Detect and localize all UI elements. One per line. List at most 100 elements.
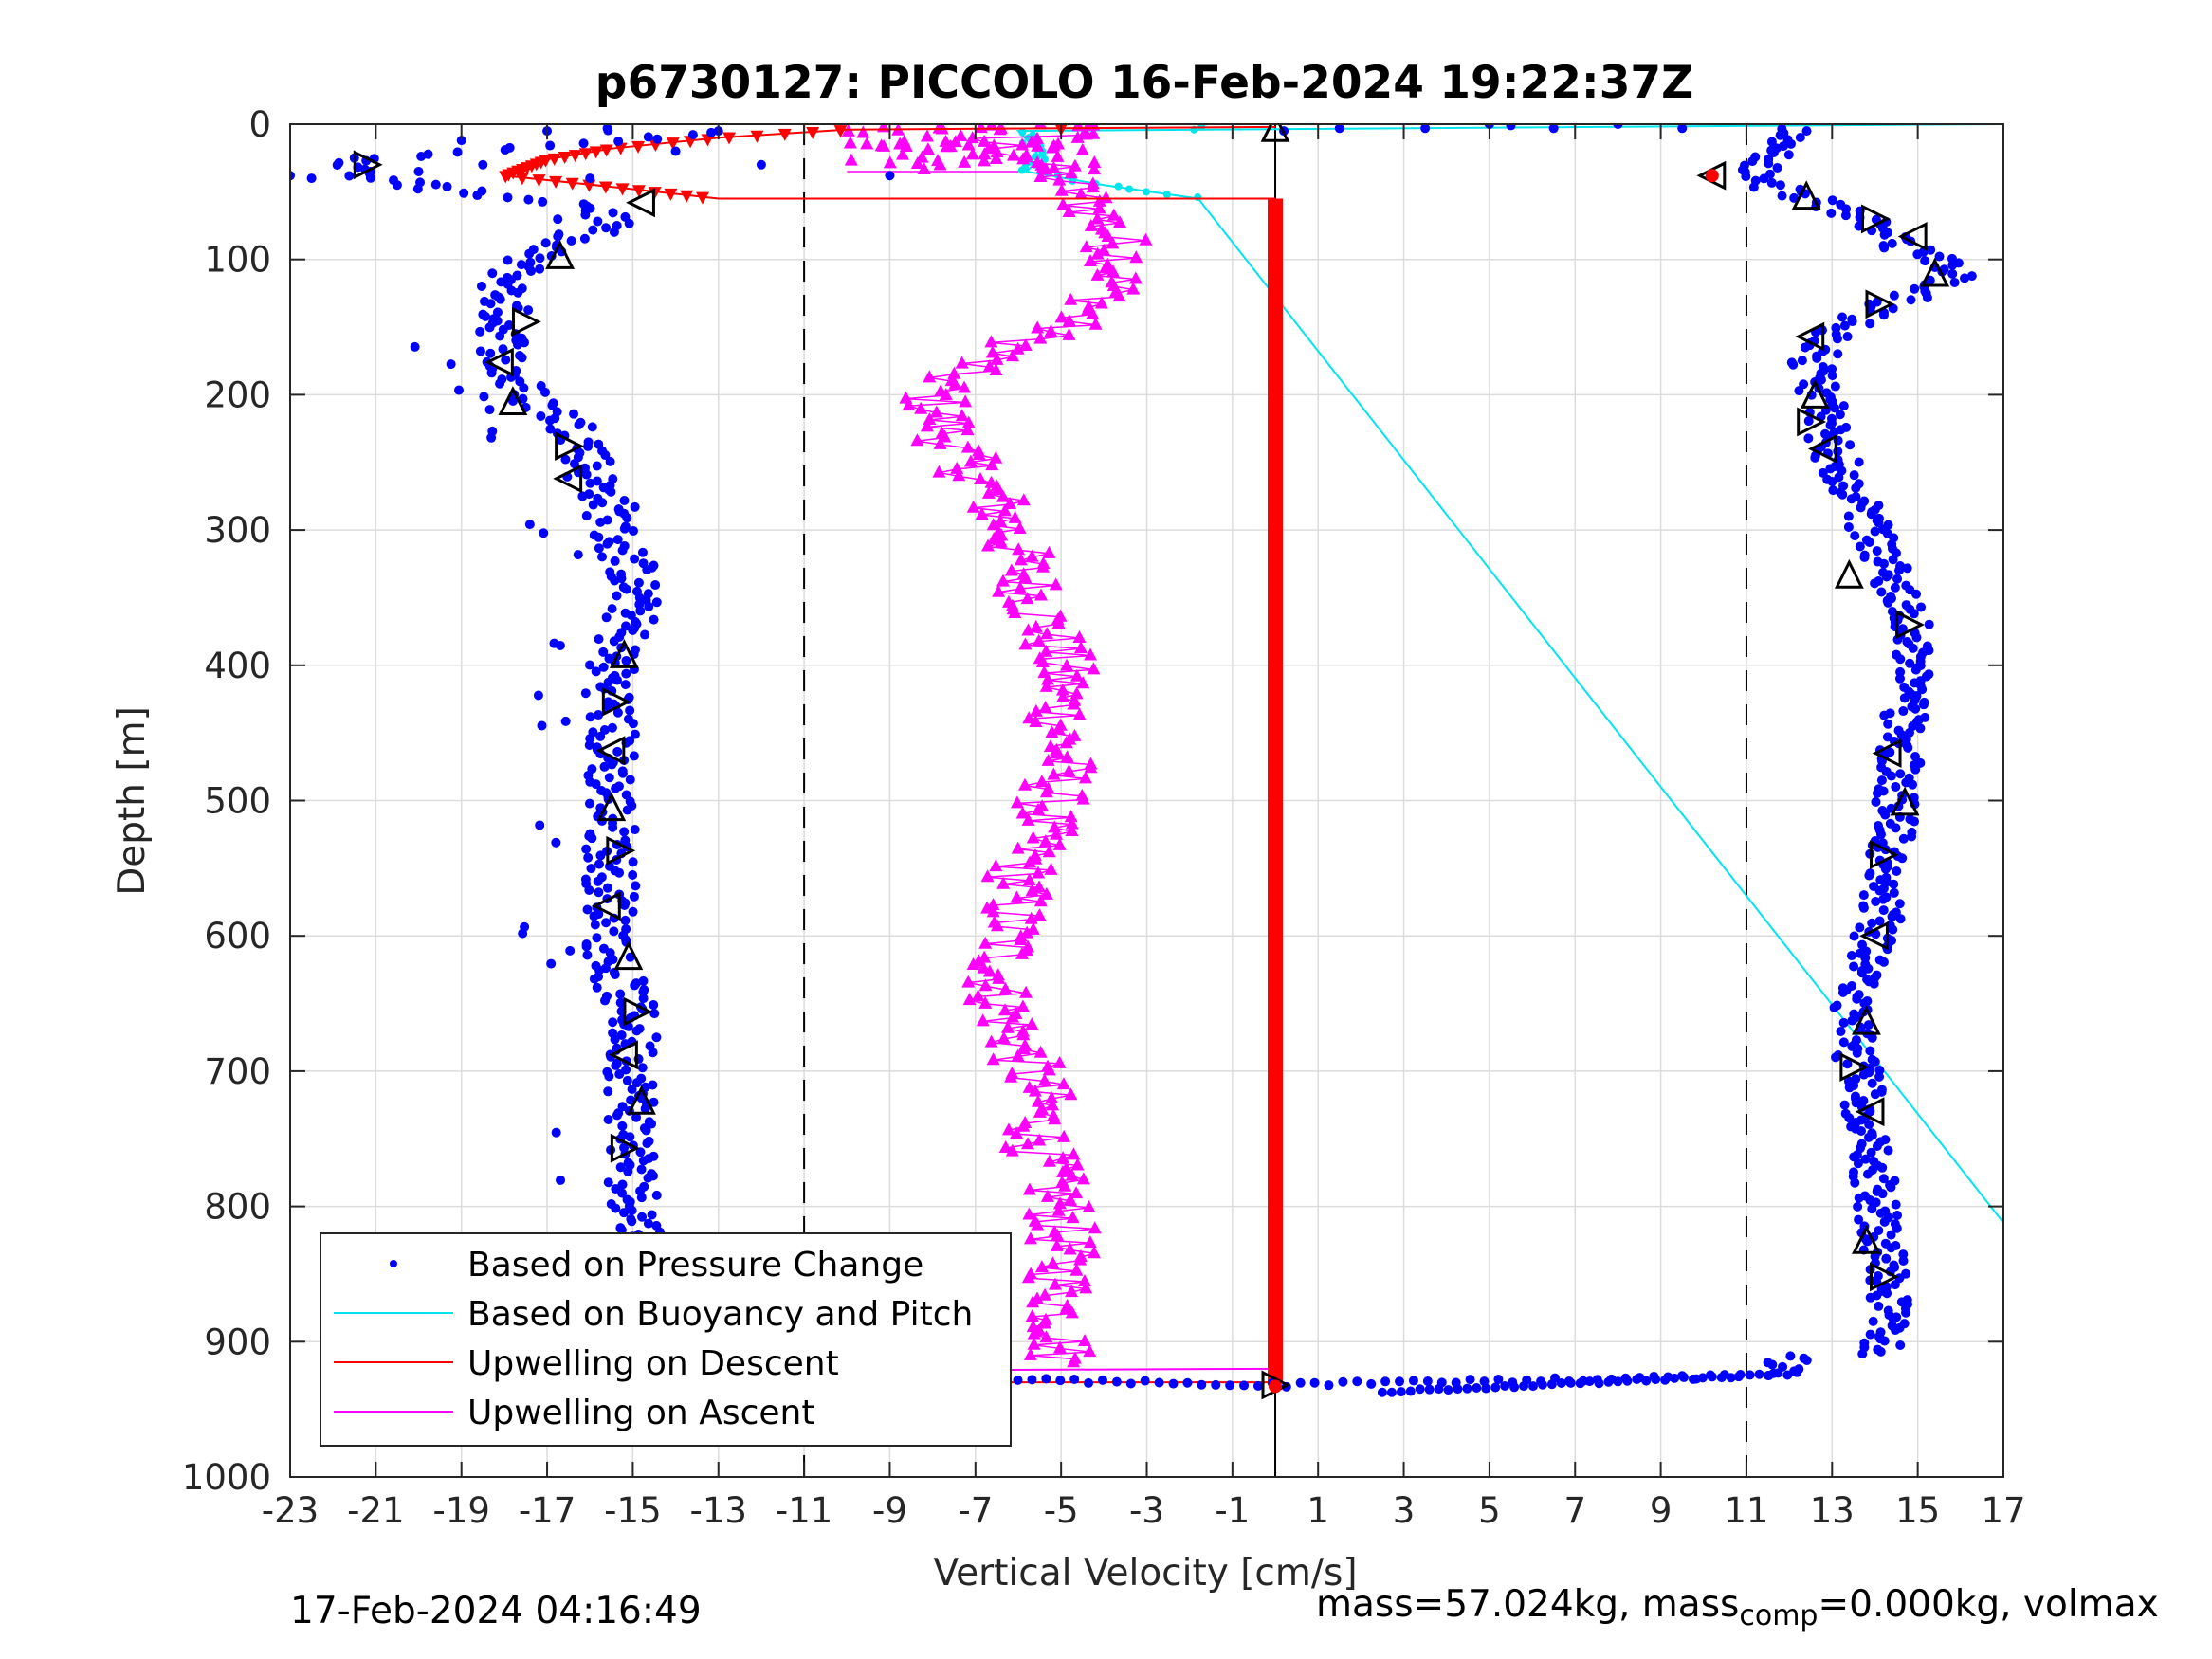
pressure-change-point: [1926, 245, 1936, 255]
pressure-change-point: [1678, 1372, 1689, 1382]
upwelling-ascent-marker: [1090, 211, 1105, 225]
pressure-change-point: [344, 171, 355, 181]
pressure-change-point: [1850, 1091, 1860, 1102]
upwelling-ascent-segment: [1038, 637, 1080, 643]
pressure-change-point: [580, 688, 591, 699]
triangle-marker: [1890, 786, 1920, 816]
pressure-change-point: [1872, 546, 1882, 556]
upwelling-ascent-marker: [992, 971, 1006, 984]
pressure-change-point: [535, 253, 545, 264]
upwelling-ascent-segment: [1025, 1119, 1055, 1124]
pressure-change-point: [1565, 1377, 1576, 1388]
pressure-change-point: [545, 424, 556, 434]
upwelling-ascent-marker: [990, 352, 1004, 365]
upwelling-ascent-marker: [962, 993, 977, 1006]
upwelling-ascent-marker: [1101, 229, 1115, 243]
pressure-change-point: [1493, 1375, 1504, 1385]
pressure-change-point: [631, 1112, 642, 1122]
pressure-change-point: [1472, 1383, 1482, 1394]
pressure-change-point: [1795, 132, 1805, 142]
upwelling-ascent-segment: [1047, 633, 1080, 639]
upwelling-ascent-marker: [1042, 1154, 1056, 1167]
pressure-change-point: [476, 281, 486, 291]
upwelling-ascent-segment: [1028, 1277, 1086, 1283]
upwelling-ascent-marker: [1065, 1305, 1079, 1319]
pressure-change-point: [631, 1026, 642, 1036]
pressure-change-point: [1772, 162, 1782, 173]
upwelling-ascent-marker: [978, 978, 993, 992]
pressure-change-point: [1922, 641, 1932, 651]
upwelling-ascent-marker: [1024, 911, 1038, 924]
pressure-change-point: [1836, 1026, 1846, 1036]
upwelling-descent-marker: [777, 128, 792, 141]
pressure-change-point: [615, 989, 626, 999]
pressure-change-point: [595, 850, 606, 861]
pressure-change-point: [594, 710, 604, 720]
upwelling-descent-marker: [558, 151, 572, 164]
x-tick-label: 3: [1393, 1490, 1416, 1531]
pressure-change-point: [612, 707, 623, 718]
upwelling-ascent-segment: [993, 1055, 1018, 1061]
pressure-change-point: [456, 136, 466, 146]
upwelling-ascent-marker: [1064, 292, 1078, 305]
upwelling-ascent-marker: [1004, 1069, 1018, 1083]
upwelling-ascent-marker: [989, 859, 1003, 872]
upwelling-ascent-marker: [1050, 827, 1064, 840]
upwelling-ascent-segment: [972, 134, 1087, 139]
upwelling-ascent-marker: [1031, 138, 1045, 152]
upwelling-ascent-marker: [1033, 1045, 1048, 1058]
pressure-change-point: [1859, 496, 1870, 506]
upwelling-ascent-marker: [1030, 131, 1044, 144]
pressure-change-point: [1885, 747, 1895, 757]
pressure-change-point: [1828, 485, 1838, 496]
pressure-change-point: [610, 1034, 620, 1045]
pressure-change-point: [1890, 582, 1900, 592]
upwelling-ascent-marker: [1021, 623, 1035, 636]
pressure-change-point: [1799, 379, 1809, 390]
pressure-change-point: [586, 864, 596, 874]
pressure-change-point: [637, 1063, 648, 1073]
triangle-marker: [1855, 1097, 1885, 1127]
pressure-change-point: [1873, 556, 1883, 567]
upwelling-ascent-marker: [1082, 1200, 1096, 1213]
upwelling-ascent-segment: [981, 514, 1015, 520]
triangle-marker: [1791, 180, 1821, 210]
pressure-change-point: [619, 1208, 630, 1218]
pressure-change-point: [1905, 658, 1915, 668]
upwelling-ascent-segment: [1069, 320, 1096, 326]
pressure-change-point: [1851, 1035, 1861, 1046]
pressure-change-point: [1766, 177, 1777, 188]
pressure-change-point: [599, 761, 610, 772]
upwelling-ascent-marker: [1067, 697, 1081, 710]
pressure-change-point: [578, 138, 589, 149]
x-tick-label: 13: [1810, 1490, 1855, 1531]
upwelling-ascent-marker: [1000, 1020, 1015, 1033]
upwelling-ascent-marker: [1064, 810, 1078, 823]
x-tick-label: -17: [519, 1490, 576, 1531]
footer-mass-subscript: comp: [1739, 1598, 1819, 1632]
pressure-change-point: [1880, 1206, 1891, 1216]
upwelling-ascent-marker: [1040, 627, 1054, 640]
y-tick-label: 0: [248, 104, 271, 145]
upwelling-ascent-marker: [1069, 668, 1084, 682]
upwelling-ascent-segment: [985, 939, 1021, 945]
upwelling-ascent-segment: [1016, 894, 1047, 900]
upwelling-ascent-segment: [991, 341, 1026, 347]
upwelling-descent-marker: [806, 126, 820, 139]
pressure-change-point: [1924, 669, 1934, 680]
pressure-change-point: [1422, 1376, 1433, 1386]
upwelling-ascent-segment: [1048, 760, 1091, 766]
pressure-change-point: [1415, 1384, 1425, 1395]
upwelling-ascent-marker: [1010, 1126, 1024, 1139]
pressure-change-point: [1960, 273, 1970, 283]
upwelling-ascent-marker: [1087, 662, 1101, 675]
pressure-change-point: [885, 171, 895, 181]
x-tick-label: -21: [347, 1490, 404, 1531]
upwelling-ascent-marker: [1086, 306, 1100, 319]
pressure-change-point: [1892, 866, 1902, 876]
upwelling-ascent-segment: [1015, 612, 1061, 618]
pressure-change-point: [1892, 1211, 1903, 1221]
pressure-change-point: [495, 378, 505, 389]
pressure-change-point: [630, 554, 640, 564]
upwelling-descent-marker: [664, 188, 678, 201]
